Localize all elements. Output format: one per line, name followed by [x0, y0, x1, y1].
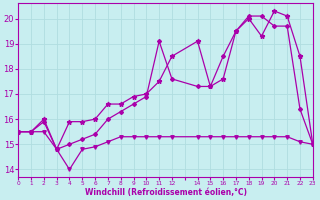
X-axis label: Windchill (Refroidissement éolien,°C): Windchill (Refroidissement éolien,°C) — [84, 188, 246, 197]
